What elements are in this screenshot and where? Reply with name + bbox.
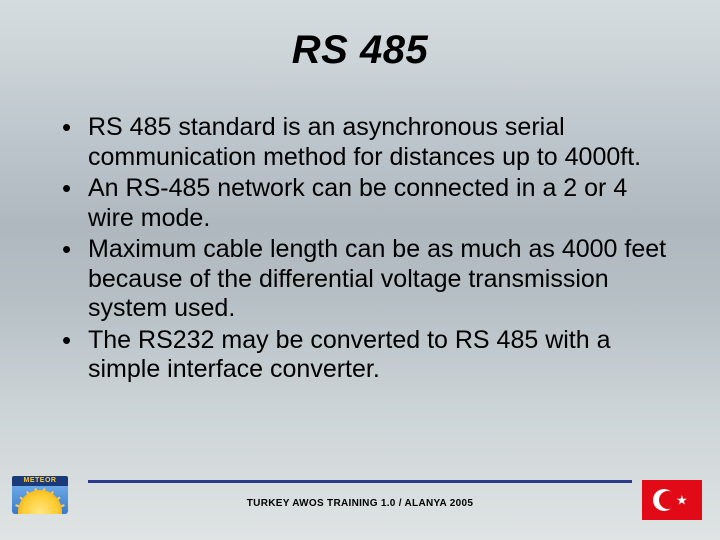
bullet-item: RS 485 standard is an asynchronous seria… (60, 113, 670, 172)
meteor-logo-icon: METEOR (12, 476, 68, 520)
slide-footer: TURKEY AWOS TRAINING 1.0 / ALANYA 2005 M… (0, 470, 720, 540)
turkey-flag-icon: ★ (642, 480, 702, 520)
logo-sun-icon (12, 486, 68, 514)
bullet-item: An RS-485 network can be connected in a … (60, 174, 670, 233)
slide: RS 485 RS 485 standard is an asynchronou… (0, 0, 720, 540)
footer-divider (88, 480, 632, 483)
bullet-list: RS 485 standard is an asynchronous seria… (50, 113, 670, 385)
slide-title: RS 485 (50, 28, 670, 73)
footer-text: TURKEY AWOS TRAINING 1.0 / ALANYA 2005 (0, 498, 720, 509)
logo-banner-text: METEOR (12, 476, 68, 486)
bullet-item: Maximum cable length can be as much as 4… (60, 235, 670, 324)
bullet-item: The RS232 may be converted to RS 485 wit… (60, 326, 670, 385)
